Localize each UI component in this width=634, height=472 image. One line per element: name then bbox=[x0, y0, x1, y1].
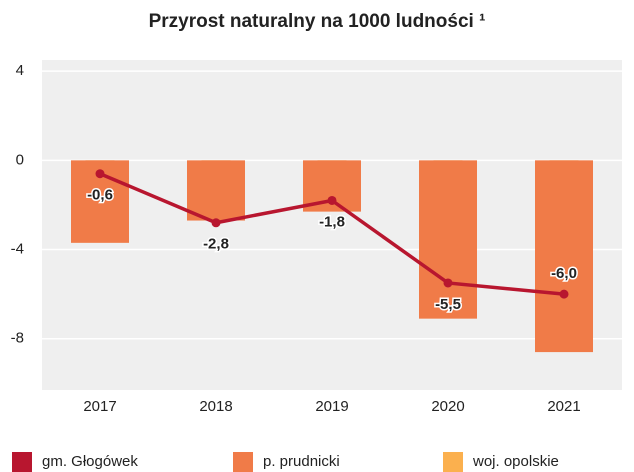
line-point bbox=[211, 218, 221, 228]
line-point bbox=[559, 289, 569, 299]
data-label: -2,8 bbox=[203, 236, 229, 253]
plot-area bbox=[42, 60, 622, 390]
x-tick-label: 2018 bbox=[199, 398, 232, 415]
y-tick-label: -8 bbox=[11, 330, 24, 347]
y-tick-label: -4 bbox=[11, 240, 24, 257]
y-tick-label: 4 bbox=[16, 62, 24, 79]
line-point bbox=[443, 278, 453, 288]
data-label: -0,6 bbox=[87, 187, 113, 204]
x-tick-label: 2017 bbox=[83, 398, 116, 415]
legend-label: woj. opolskie bbox=[472, 453, 559, 470]
x-tick-label: 2021 bbox=[547, 398, 580, 415]
legend-swatch bbox=[12, 452, 32, 472]
bar bbox=[419, 160, 477, 319]
chart-title: Przyrost naturalny na 1000 ludności ¹ bbox=[149, 11, 486, 32]
legend-swatch bbox=[233, 452, 253, 472]
legend-label: gm. Głogówek bbox=[42, 453, 138, 470]
bar bbox=[535, 160, 593, 353]
y-tick-label: 0 bbox=[16, 151, 24, 168]
legend-label: p. prudnicki bbox=[263, 453, 340, 470]
line-point bbox=[95, 169, 105, 179]
data-label: -1,8 bbox=[319, 213, 345, 230]
legend-swatch bbox=[443, 452, 463, 472]
data-label: -5,5 bbox=[435, 296, 461, 313]
data-label: -6,0 bbox=[551, 265, 577, 282]
x-tick-label: 2020 bbox=[431, 398, 464, 415]
x-tick-label: 2019 bbox=[315, 398, 348, 415]
bar bbox=[187, 160, 245, 221]
line-point bbox=[327, 195, 337, 205]
